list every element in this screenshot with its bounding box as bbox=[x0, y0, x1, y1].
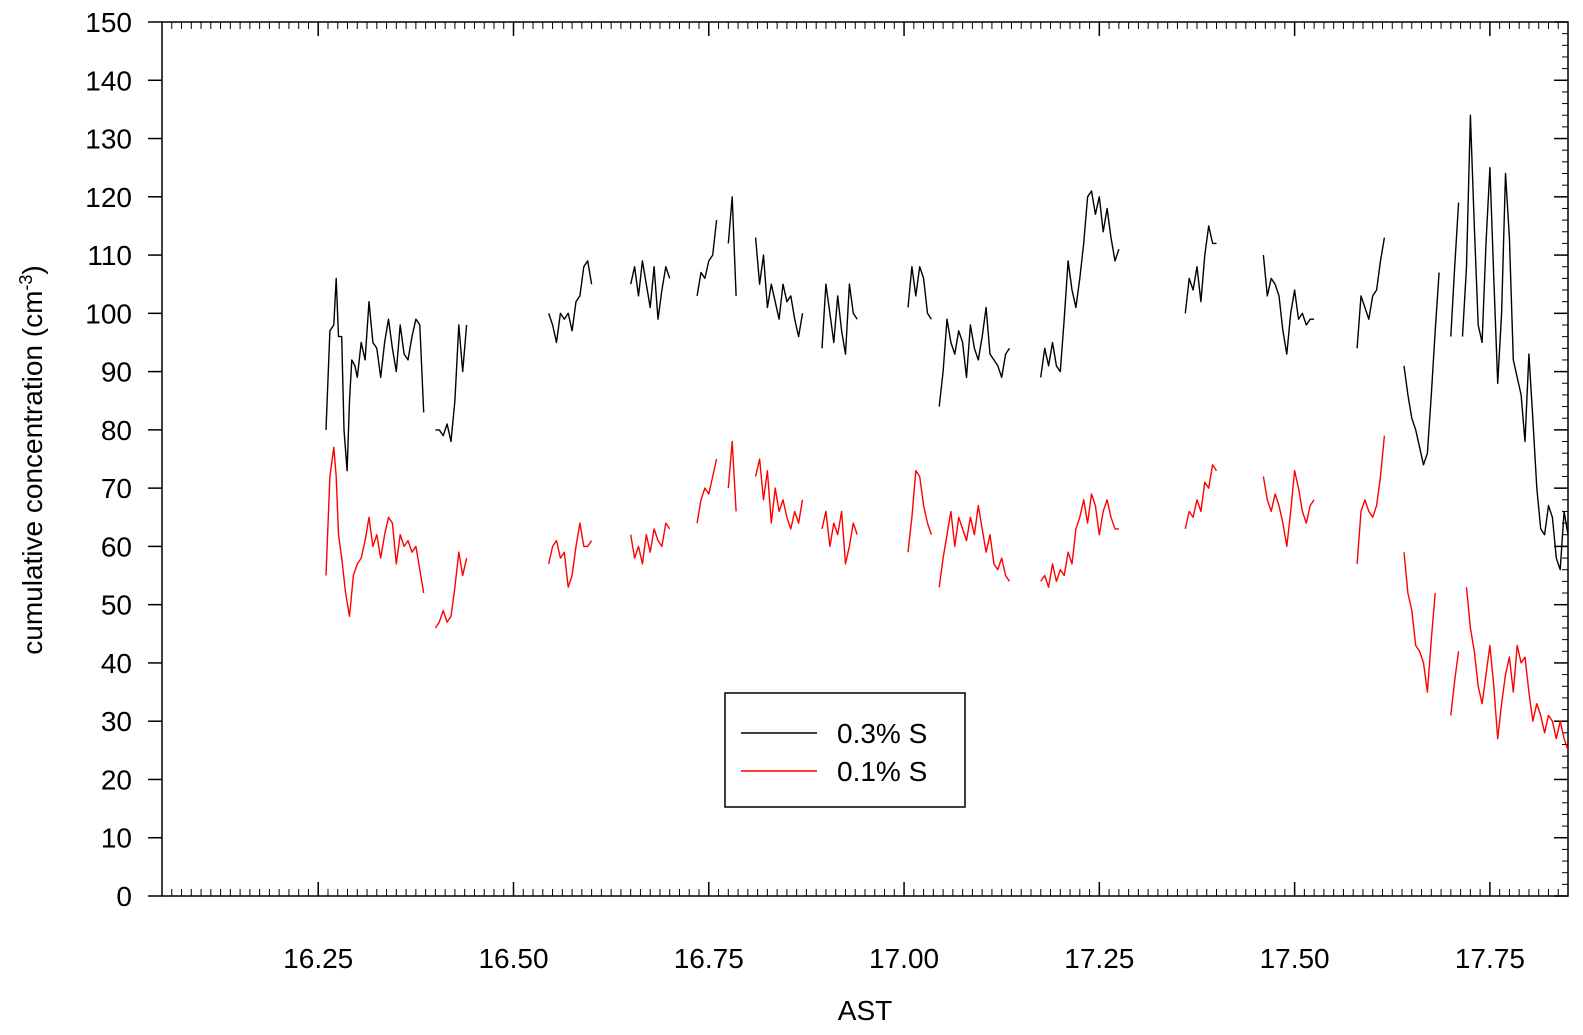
series-0-segment-11 bbox=[1184, 225, 1217, 314]
legend-label-0: 0.3% S bbox=[837, 718, 927, 749]
series-1-segment-3 bbox=[630, 522, 671, 565]
series-0-segment-7 bbox=[821, 283, 858, 355]
series-1-segment-11 bbox=[1184, 464, 1218, 530]
y-tick-label: 90 bbox=[101, 357, 132, 388]
y-axis-title-superscript: -3 bbox=[16, 275, 36, 291]
series-0-segment-4 bbox=[696, 220, 718, 297]
series-0-segment-9 bbox=[938, 306, 1011, 407]
y-tick-label: 10 bbox=[101, 823, 132, 854]
series-0-segment-15 bbox=[1450, 202, 1460, 337]
series-0-segment-3 bbox=[630, 260, 671, 320]
series-1-segment-6 bbox=[754, 458, 804, 530]
y-axis-title-main: cumulative concentration (cm bbox=[17, 291, 48, 655]
x-tick-label: 17.25 bbox=[1064, 943, 1134, 974]
series-1-segment-14 bbox=[1403, 552, 1436, 693]
x-tick-label: 16.50 bbox=[478, 943, 548, 974]
y-tick-label: 130 bbox=[85, 124, 132, 155]
series-1-segment-5 bbox=[727, 440, 737, 512]
series-1-segment-8 bbox=[907, 470, 933, 553]
series-0-segment-10 bbox=[1040, 190, 1120, 378]
legend-label-1: 0.1% S bbox=[837, 756, 927, 787]
legend: 0.3% S 0.1% S bbox=[724, 692, 966, 808]
series-0-segment-6 bbox=[754, 237, 804, 338]
x-tick-label: 17.50 bbox=[1260, 943, 1330, 974]
y-tick-label: 70 bbox=[101, 473, 132, 504]
series-0-segment-12 bbox=[1262, 255, 1315, 355]
legend-box bbox=[724, 692, 966, 808]
series-1-segment-15 bbox=[1450, 651, 1460, 716]
series-0-segment-2 bbox=[548, 260, 593, 344]
y-tick-label: 140 bbox=[85, 65, 132, 96]
series-0-segment-8 bbox=[907, 266, 932, 320]
y-tick-label: 150 bbox=[85, 7, 132, 38]
series-0-segment-0 bbox=[325, 277, 425, 472]
y-axis-title-close: ) bbox=[17, 265, 48, 274]
x-tick-label: 17.00 bbox=[869, 943, 939, 974]
y-tick-label: 60 bbox=[101, 531, 132, 562]
series-1-segment-2 bbox=[548, 522, 593, 588]
series-1 bbox=[325, 435, 1569, 751]
y-tick-label: 20 bbox=[101, 764, 132, 795]
y-tick-label: 80 bbox=[101, 415, 132, 446]
x-tick-label: 16.25 bbox=[283, 943, 353, 974]
y-tick-label: 0 bbox=[116, 881, 132, 912]
y-tick-label: 50 bbox=[101, 590, 132, 621]
x-axis-title: AST bbox=[838, 995, 892, 1026]
x-axis: 16.25 16.50 16.75 17.00 17.25 17.50 17.75 bbox=[161, 22, 1569, 974]
series-1-segment-12 bbox=[1262, 470, 1315, 548]
series-1-segment-7 bbox=[821, 510, 858, 565]
y-axis: 0 10 20 30 40 50 60 70 80 90 100 110 120 130 140 150 bbox=[85, 7, 1568, 912]
series-1-segment-16 bbox=[1465, 587, 1569, 751]
y-tick-label: 100 bbox=[85, 298, 132, 329]
y-tick-label: 110 bbox=[87, 240, 132, 271]
series-0-segment-5 bbox=[727, 196, 737, 296]
x-tick-label: 17.75 bbox=[1455, 943, 1525, 974]
series-1-segment-9 bbox=[938, 504, 1011, 588]
series-1-segment-1 bbox=[434, 551, 468, 629]
series-1-segment-0 bbox=[325, 446, 425, 617]
series-layer bbox=[325, 114, 1569, 751]
series-1-segment-10 bbox=[1040, 493, 1119, 588]
series-0 bbox=[325, 114, 1569, 571]
series-1-segment-13 bbox=[1356, 435, 1386, 564]
series-0-segment-1 bbox=[435, 324, 468, 443]
series-0-segment-14 bbox=[1403, 272, 1440, 466]
y-tick-label: 120 bbox=[85, 182, 132, 213]
series-1-segment-4 bbox=[696, 458, 718, 524]
series-0-segment-16 bbox=[1461, 114, 1569, 571]
y-axis-title: cumulative concentration (cm-3) bbox=[16, 265, 48, 655]
series-0-segment-13 bbox=[1356, 237, 1386, 349]
x-tick-label: 16.75 bbox=[674, 943, 744, 974]
y-tick-label: 30 bbox=[101, 706, 132, 737]
y-tick-label: 40 bbox=[101, 648, 132, 679]
